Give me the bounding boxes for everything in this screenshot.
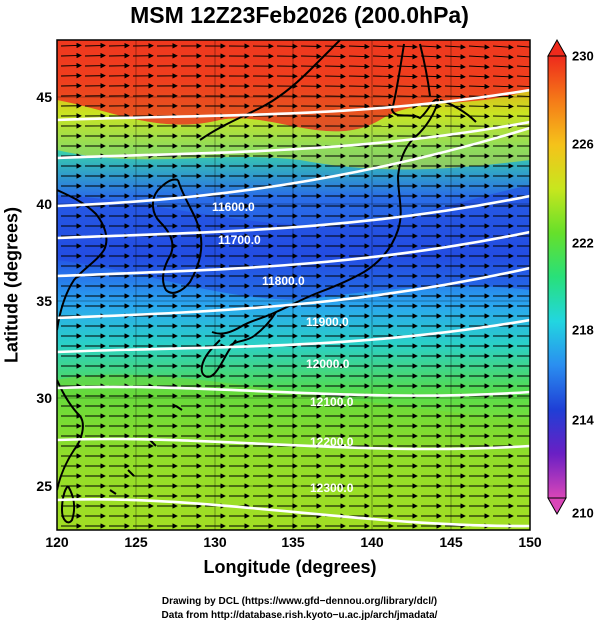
wind-arrow — [84, 42, 106, 49]
credit-data: Data from http://database.rish.kyoto−u.a… — [161, 610, 438, 621]
colorbar-bottom-arrow — [547, 497, 567, 516]
wind-arrow — [468, 54, 490, 60]
y-tick-label: 40 — [36, 196, 52, 212]
wind-arrow — [444, 73, 466, 80]
colorbar-tick: 226 — [572, 136, 594, 152]
wind-arrow — [444, 93, 466, 100]
contour-line — [57, 266, 530, 320]
y-axis-label: Latitude (degrees) — [1, 206, 22, 364]
wind-arrow — [516, 95, 530, 97]
wind-arrow — [468, 64, 490, 70]
wind-arrow — [516, 55, 530, 58]
wind-arrow — [60, 62, 82, 69]
contour-line — [57, 437, 530, 451]
wind-arrow — [372, 73, 394, 80]
wind-arrow — [420, 63, 442, 70]
contour-label: 11800.0 — [262, 274, 305, 288]
wind-arrow — [420, 44, 442, 50]
wind-arrow — [372, 63, 394, 70]
wind-arrow — [348, 63, 370, 70]
wind-arrow — [444, 44, 466, 50]
x-tick-label: 140 — [360, 534, 384, 550]
wind-arrow — [324, 43, 346, 50]
wind-arrow — [396, 53, 418, 60]
y-tick-label: 25 — [36, 478, 52, 494]
wind-arrow — [516, 45, 530, 48]
contour-line — [57, 194, 530, 240]
wind-arrow — [372, 43, 394, 50]
contour-label: 11700.0 — [218, 233, 261, 247]
wind-arrow — [492, 54, 514, 60]
wind-arrow — [348, 53, 370, 60]
contour-lines: 11600.0 11700.0 11800.0 11900.0 12000.0 12100… — [57, 88, 530, 528]
wind-arrow — [516, 75, 530, 78]
wind-arrow — [420, 93, 442, 100]
wind-arrow — [492, 103, 514, 110]
wind-arrow — [468, 83, 490, 90]
wind-arrow — [468, 44, 490, 50]
contour-line — [57, 126, 530, 208]
transition-region — [57, 90, 530, 170]
plot-frame — [56, 39, 531, 531]
contour-line — [57, 497, 530, 528]
wind-arrow — [84, 52, 106, 59]
x-tick-label: 145 — [439, 534, 463, 550]
x-axis-label: Longitude (degrees) — [203, 557, 377, 577]
y-tick-label: 45 — [36, 89, 52, 105]
wind-arrow — [372, 53, 394, 60]
y-tick-label: 30 — [36, 390, 52, 406]
wind-arrow — [300, 43, 322, 50]
wind-arrow — [348, 43, 370, 50]
colorbar-tick: 210 — [572, 505, 594, 521]
wind-arrow — [420, 83, 442, 90]
colorbar-tick: 230 — [572, 48, 594, 64]
chart-title: MSM 12Z23Feb2026 (200.0hPa) — [130, 2, 469, 28]
wind-arrow — [420, 54, 442, 60]
wind-arrow — [492, 44, 514, 50]
wind-arrow — [396, 44, 418, 50]
colorbar — [547, 55, 567, 499]
y-tick-label: 35 — [36, 293, 52, 309]
wind-arrow — [516, 85, 530, 88]
colorbar-tick: 218 — [572, 322, 594, 338]
colorbar-tick: 214 — [572, 412, 594, 428]
contour-label: 12100.0 — [310, 395, 354, 409]
contour-label: 11600.0 — [212, 200, 255, 214]
x-tick-label: 120 — [45, 534, 69, 550]
wind-arrow — [468, 74, 490, 80]
contour-label: 12300.0 — [310, 481, 354, 495]
wind-arrow — [60, 52, 82, 59]
wind-arrow — [516, 105, 530, 107]
contour-line — [57, 385, 530, 397]
contour-line — [57, 230, 530, 278]
wind-arrow — [444, 64, 466, 70]
wind-arrow — [396, 83, 418, 90]
x-tick-label: 150 — [518, 534, 542, 550]
wind-arrow — [492, 64, 514, 70]
x-tick-label: 135 — [281, 534, 305, 550]
x-tick-label: 130 — [203, 534, 227, 550]
wind-arrow — [60, 42, 82, 49]
contour-label: 12000.0 — [306, 357, 350, 371]
contour-label: 11900.0 — [306, 315, 349, 329]
colorbar-tick: 222 — [572, 235, 594, 251]
wind-arrow — [492, 74, 514, 80]
contour-line — [57, 120, 530, 160]
wind-arrow — [444, 54, 466, 60]
wind-arrow — [516, 65, 530, 68]
wind-arrow — [396, 73, 418, 80]
contour-line — [57, 88, 530, 122]
wind-arrow — [444, 83, 466, 90]
wind-arrow — [492, 83, 514, 90]
contour-line — [57, 318, 530, 354]
wind-arrow — [396, 63, 418, 70]
colorbar-top-arrow — [547, 38, 567, 57]
wind-arrow — [348, 73, 370, 80]
credit-drawing: Drawing by DCL (https://www.gfd−dennou.o… — [161, 596, 438, 607]
wind-arrow — [324, 53, 346, 60]
wind-arrow — [420, 73, 442, 80]
x-tick-label: 125 — [124, 534, 148, 550]
